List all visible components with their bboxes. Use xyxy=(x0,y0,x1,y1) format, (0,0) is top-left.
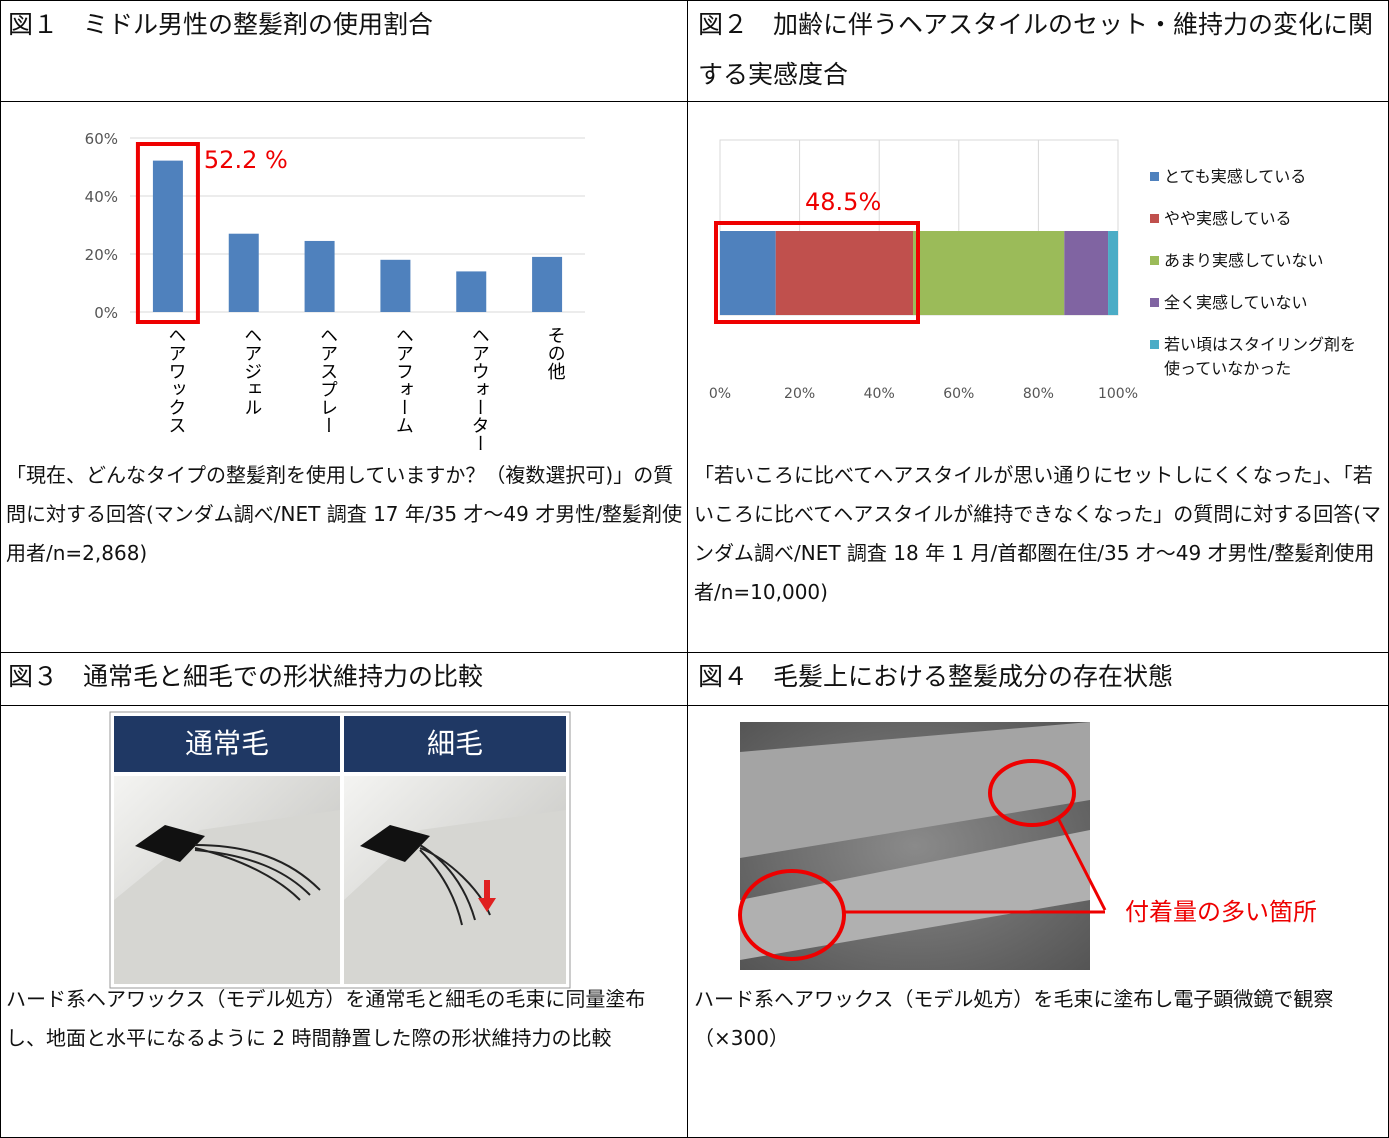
rule xyxy=(687,0,688,1138)
bar xyxy=(532,256,563,312)
figure-title: 図１ ミドル男性の整髪剤の使用割合 xyxy=(8,10,434,39)
y-tick-label: 60% xyxy=(85,130,118,148)
legend-label: とても実感している xyxy=(1164,167,1307,186)
legend-item: 若い頃はスタイリング剤を使っていなかった xyxy=(1150,333,1370,381)
bar xyxy=(228,233,259,312)
bar-segment xyxy=(913,231,1065,315)
y-tick-label: 0% xyxy=(94,304,118,322)
legend-swatch xyxy=(1150,214,1159,223)
bar-segment xyxy=(1064,231,1109,315)
x-tick-label: ヘアワックス xyxy=(165,326,186,434)
legend-swatch xyxy=(1150,172,1159,181)
x-tick-label: 0% xyxy=(709,386,731,402)
highlight-box xyxy=(135,142,200,324)
x-tick-label: ヘアスプレー xyxy=(317,326,338,434)
figure-title: 図３ 通常毛と細毛での形状維持力の比較 xyxy=(8,662,484,691)
x-tick-label: 60% xyxy=(943,386,974,402)
legend-label: 全く実感していない xyxy=(1164,293,1308,312)
x-tick-label: 80% xyxy=(1023,386,1054,402)
bar xyxy=(304,240,335,312)
legend-label: あまり実感していない xyxy=(1164,251,1324,270)
legend-item: あまり実感していない xyxy=(1150,249,1370,273)
rule xyxy=(0,0,1389,1)
legend-label: やや実感している xyxy=(1164,209,1292,228)
x-tick-label: ヘアフォーム xyxy=(393,326,414,434)
bar-segment xyxy=(1108,231,1118,315)
photo-figure-4: 付着量の多い箇所 xyxy=(738,722,1317,970)
bar-segment xyxy=(720,231,776,315)
figure-caption: ハード系ヘアワックス（モデル処方）を毛束に塗布し電子顕微鏡で観察（×300） xyxy=(694,987,1334,1050)
bar xyxy=(152,160,183,312)
legend-swatch xyxy=(1150,340,1159,349)
legend-item: やや実感している xyxy=(1150,207,1370,231)
legend: とても実感している やや実感しているあまり実感していない 全く実感していない若い頃は… xyxy=(1150,165,1370,399)
x-tick-label: ヘアジェル xyxy=(241,326,262,416)
x-tick-label: 40% xyxy=(864,386,895,402)
figure-caption: ハード系ヘアワックス（モデル処方）を通常毛と細毛の毛束に同量塗布し、地面と水平に… xyxy=(6,987,646,1050)
figure-caption: 「現在、どんなタイプの整髪剤を使用していますか？（複数選択可)」の質問に対する回… xyxy=(6,463,682,565)
x-tick-label: その他 xyxy=(545,326,566,380)
rule xyxy=(0,101,1389,102)
bar-segment xyxy=(775,231,914,315)
x-tick-label: 100% xyxy=(1098,386,1138,402)
legend-item: 全く実感していない xyxy=(1150,291,1370,315)
bar xyxy=(380,259,411,312)
legend-swatch xyxy=(1150,298,1159,307)
photo-annotation: 付着量の多い箇所 xyxy=(1125,898,1317,926)
figure-title: 図４ 毛髪上における整髪成分の存在状態 xyxy=(698,662,1174,691)
rule xyxy=(0,0,1,1138)
rule xyxy=(0,705,1389,706)
x-tick-label: 20% xyxy=(784,386,815,402)
legend-item: とても実感している xyxy=(1150,165,1370,189)
legend-swatch xyxy=(1150,256,1159,265)
rule xyxy=(0,652,1389,653)
photo-label: 細毛 xyxy=(427,727,483,760)
figure-title: 図２ 加齢に伴うヘアスタイルのセット・維持力の変化に関する実感度合 xyxy=(698,10,1374,89)
y-tick-label: 40% xyxy=(85,188,118,206)
x-tick-label: ヘアウォーター xyxy=(469,326,490,452)
highlight-box xyxy=(714,221,920,324)
y-tick-label: 20% xyxy=(85,246,118,264)
bar xyxy=(456,271,487,312)
annotation: 52.2 % xyxy=(204,146,288,174)
annotation: 48.5% xyxy=(805,188,881,216)
photo-label: 通常毛 xyxy=(185,727,269,760)
photo-figure-3: 通常毛 細毛 xyxy=(109,711,571,989)
legend-label: 若い頃はスタイリング剤を使っていなかった xyxy=(1164,335,1357,378)
figure-caption: 「若いころに比べてヘアスタイルが思い通りにセットしにくくなった」、「若いころに比… xyxy=(694,463,1382,604)
